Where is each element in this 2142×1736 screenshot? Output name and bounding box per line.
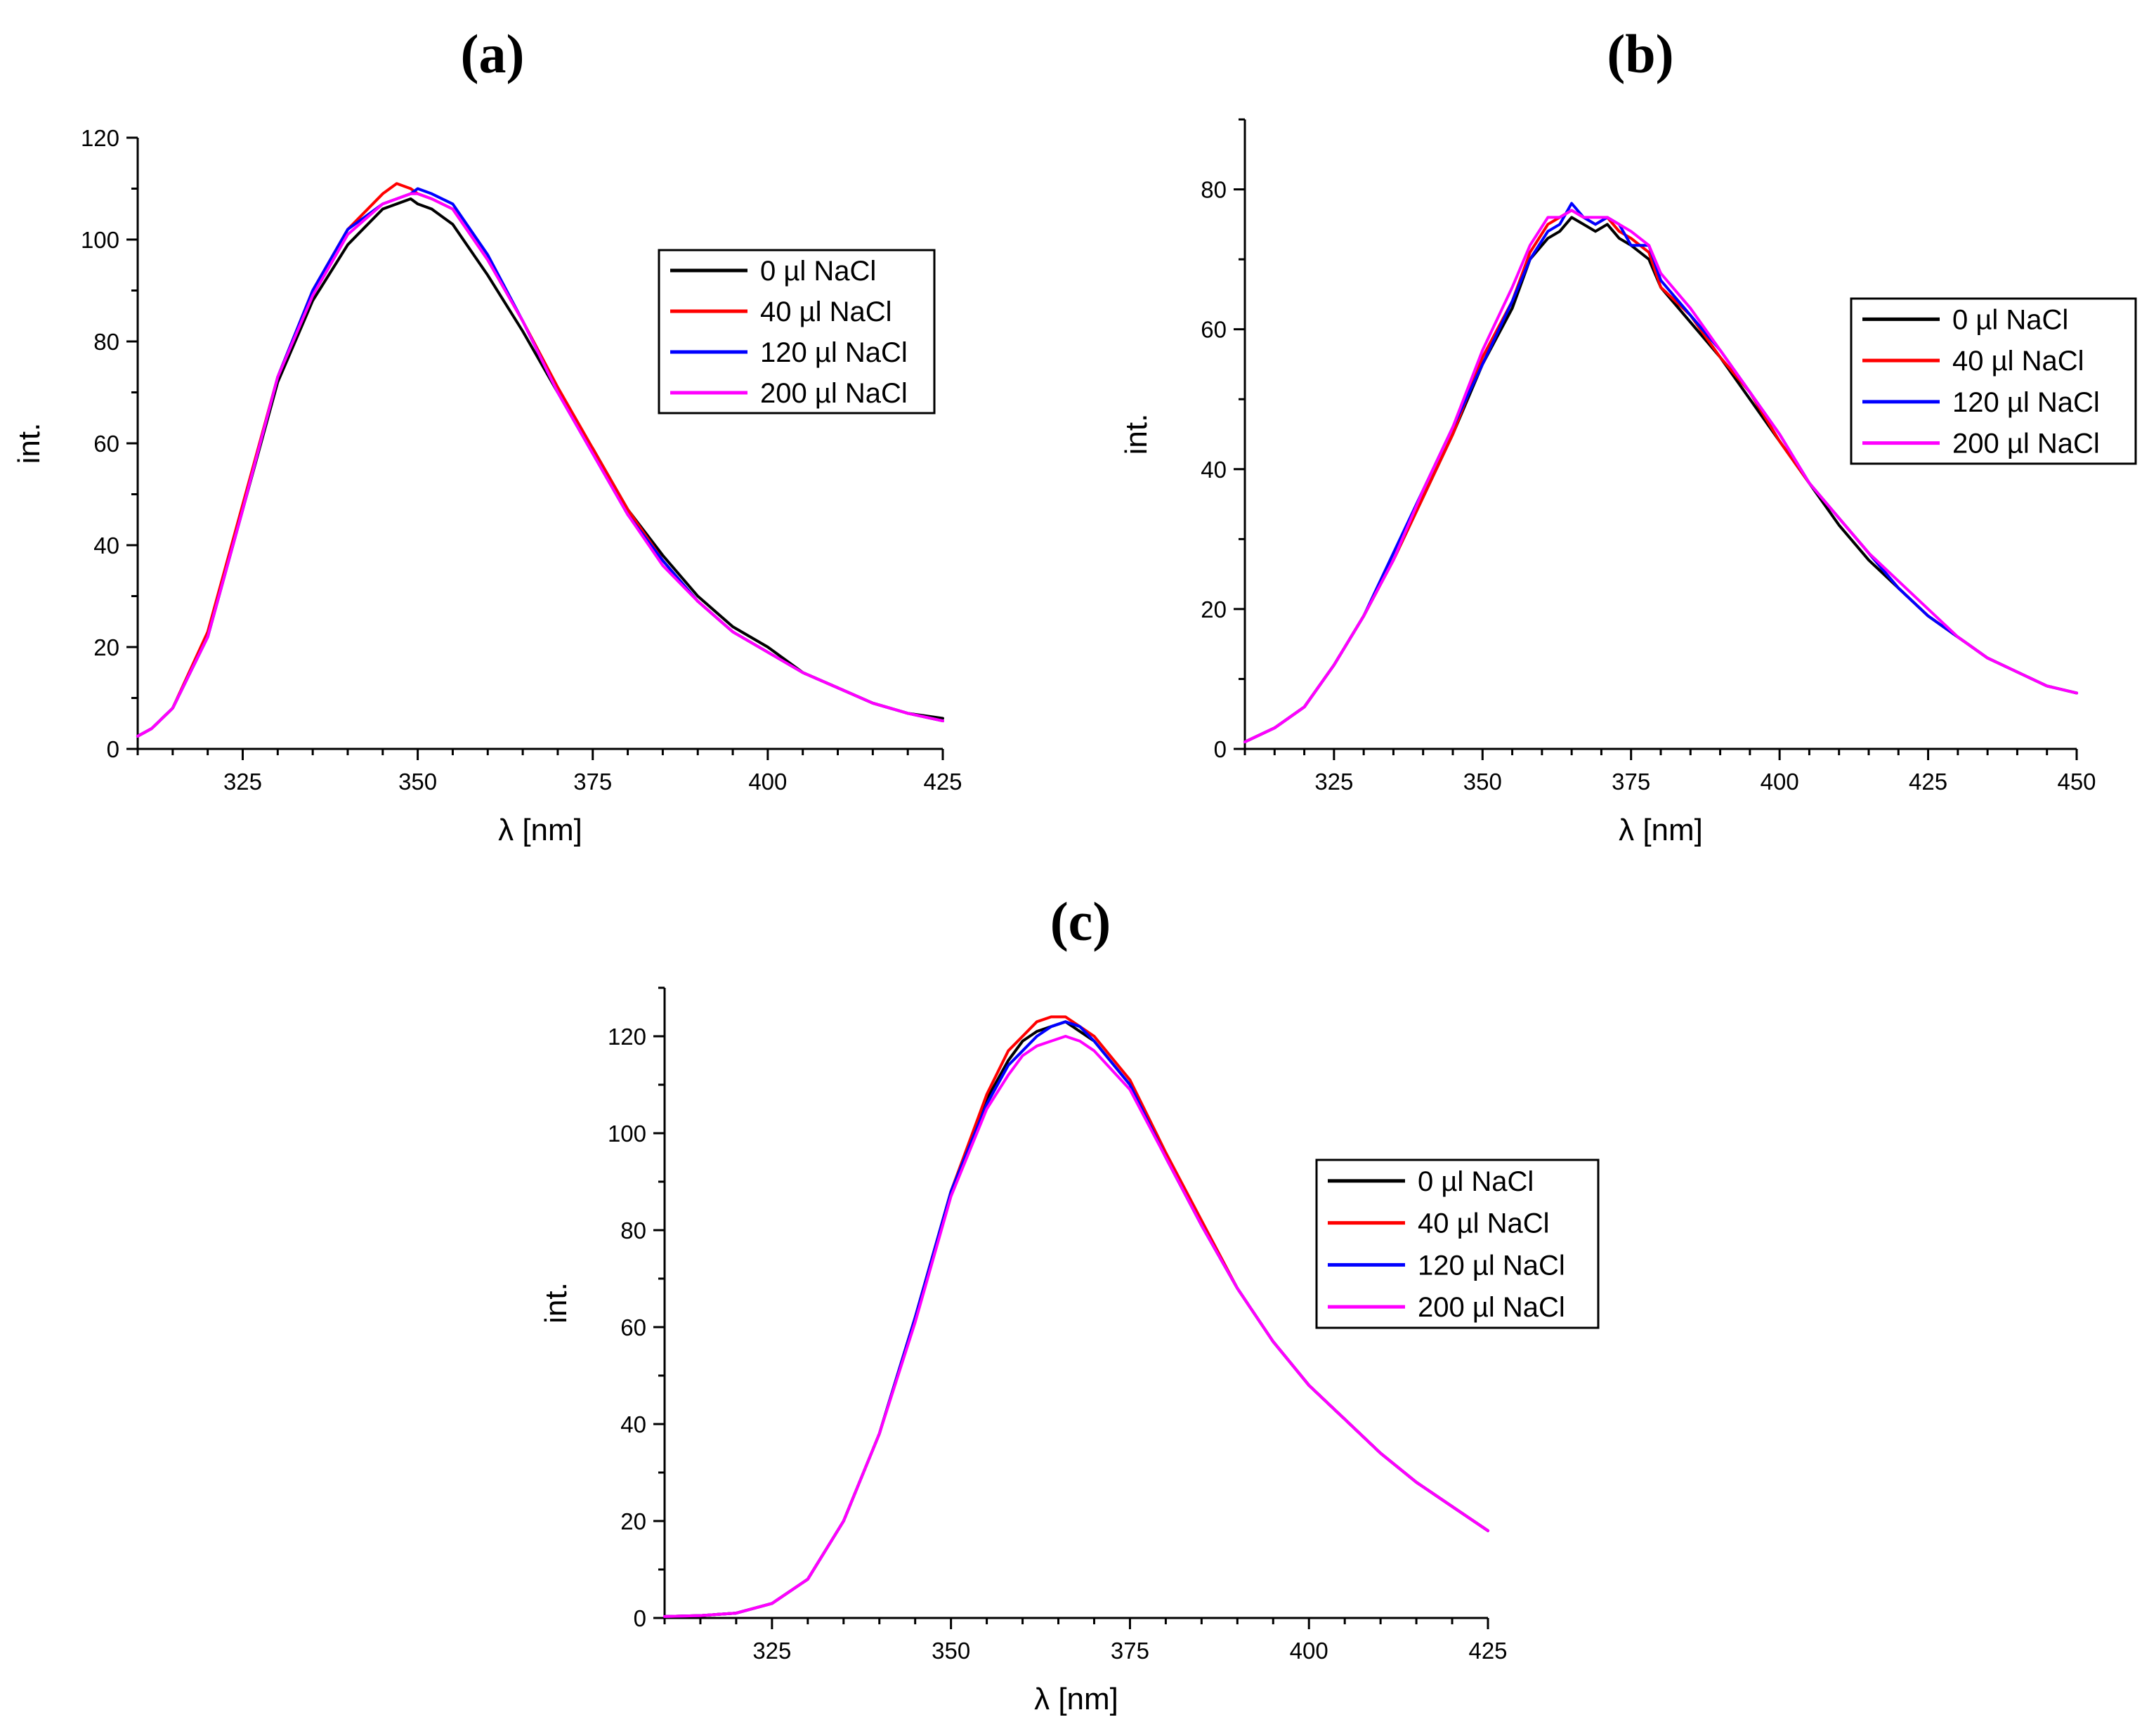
x-tick-label: 400: [748, 769, 787, 795]
legend-box: [1315, 1159, 1600, 1329]
y-tick-label: 100: [608, 1121, 646, 1147]
x-axis-label: λ [nm]: [1619, 813, 1703, 847]
x-tick-label: 400: [1761, 769, 1799, 795]
x-tick-label: 350: [1463, 769, 1502, 795]
legend-entry-label: 0 µl NaCl: [760, 256, 876, 287]
series-line-200-l-nacl: [663, 1035, 1489, 1618]
x-tick-label: 425: [1909, 769, 1947, 795]
y-tick-label: 20: [1201, 596, 1227, 622]
x-tick-label: 450: [2057, 769, 2096, 795]
x-tick-label: 350: [932, 1638, 970, 1664]
series-line-0-l-nacl: [1243, 216, 2078, 743]
y-axis-label: int.: [539, 1282, 573, 1324]
x-tick-label: 325: [223, 769, 262, 795]
y-tick-label: 0: [634, 1605, 646, 1631]
y-tick-label: 20: [620, 1508, 646, 1534]
y-tick-label: 40: [1201, 457, 1227, 483]
y-tick-label: 80: [620, 1218, 646, 1244]
x-tick-label: 425: [1468, 1638, 1507, 1664]
y-tick-label: 0: [1214, 736, 1227, 762]
y-tick-label: 80: [93, 329, 119, 355]
y-tick-label: 40: [93, 533, 119, 559]
y-tick-label: 120: [608, 1024, 646, 1050]
x-tick-label: 325: [1314, 769, 1353, 795]
legend-entry-label: 200 µl NaCl: [1418, 1292, 1565, 1323]
chart-panel-b: (b) 0 20 40 60 80 325 350 375 400 425 450 λ [nm] int.…: [1119, 23, 2137, 847]
x-axis-label: λ [nm]: [498, 813, 582, 847]
chart-panel-a: (a) 0 20 40 60 80 100 120 325 350 375 400 425 λ [nm] i…: [12, 23, 962, 847]
y-axis-label: int.: [1119, 414, 1154, 455]
legend-entry-label: 40 µl NaCl: [760, 296, 892, 327]
y-tick-label: 120: [81, 125, 119, 151]
x-tick-label: 325: [752, 1638, 791, 1664]
panel-title-a: (a): [461, 23, 525, 84]
y-tick-label: 0: [107, 736, 119, 762]
chart-panel-c: (c) 0 20 40 60 80 100 120 325 350 375 400 425 λ [nm] i…: [539, 891, 1600, 1716]
legend-entry-label: 200 µl NaCl: [760, 378, 908, 409]
x-tick-label: 350: [398, 769, 437, 795]
x-tick-label: 375: [1612, 769, 1650, 795]
legend-box: [658, 249, 936, 415]
x-tick-label: 375: [1111, 1638, 1149, 1664]
legend-entry-label: 0 µl NaCl: [1952, 304, 2068, 335]
panel-title-b: (b): [1607, 23, 1673, 84]
legend-entry-label: 40 µl NaCl: [1952, 346, 2084, 377]
series-line-200-l-nacl: [1243, 209, 2078, 743]
legend-entry-label: 120 µl NaCl: [760, 337, 908, 368]
y-tick-label: 20: [93, 634, 119, 660]
legend-entry-label: 0 µl NaCl: [1418, 1166, 1534, 1197]
legend-entry-label: 120 µl NaCl: [1418, 1250, 1565, 1281]
legend-entry-label: 120 µl NaCl: [1952, 387, 2100, 418]
x-tick-label: 400: [1290, 1638, 1328, 1664]
series-line-200-l-nacl: [136, 192, 944, 738]
y-axis-label: int.: [12, 423, 46, 464]
x-tick-label: 375: [573, 769, 612, 795]
y-tick-label: 40: [620, 1411, 646, 1437]
x-tick-label: 425: [923, 769, 962, 795]
legend-entry-label: 200 µl NaCl: [1952, 429, 2100, 459]
y-tick-label: 80: [1201, 177, 1227, 203]
y-tick-label: 60: [93, 431, 119, 457]
x-axis-label: λ [nm]: [1034, 1682, 1118, 1716]
y-tick-label: 100: [81, 227, 119, 253]
y-tick-label: 60: [620, 1314, 646, 1340]
series-line-40-l-nacl: [1243, 209, 2078, 743]
y-tick-label: 60: [1201, 317, 1227, 343]
legend-box: [1850, 297, 2137, 465]
legend-entry-label: 40 µl NaCl: [1418, 1208, 1550, 1239]
panel-title-c: (c): [1050, 891, 1111, 952]
